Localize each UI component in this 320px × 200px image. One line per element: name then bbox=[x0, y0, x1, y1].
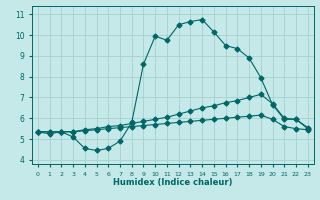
X-axis label: Humidex (Indice chaleur): Humidex (Indice chaleur) bbox=[113, 178, 233, 187]
